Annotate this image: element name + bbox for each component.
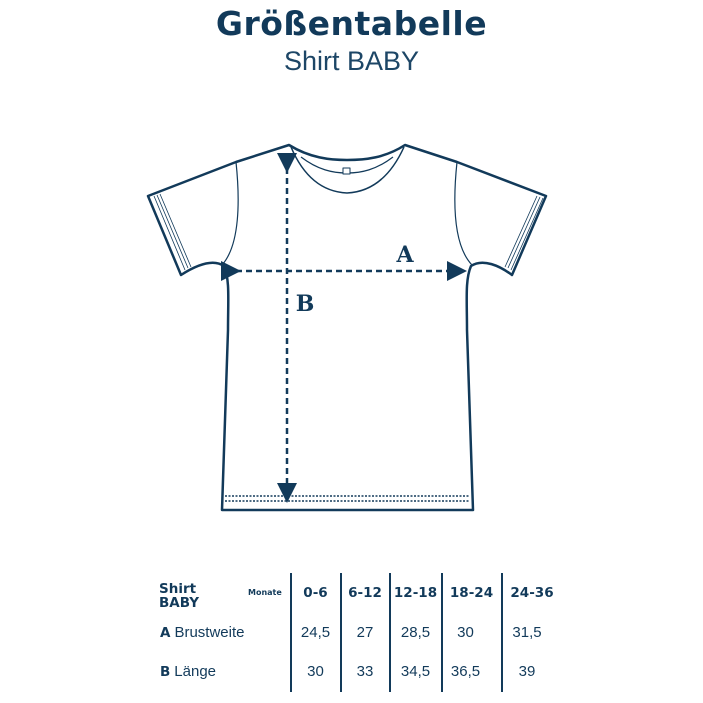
product-name: Shirt BABY	[159, 582, 199, 610]
neck-label	[342, 167, 351, 175]
label-b: B	[296, 291, 315, 317]
row-label-a: A Brustweite	[160, 624, 244, 641]
column-divider	[340, 573, 342, 692]
table-cell: 30	[307, 663, 324, 680]
table-cell: 24,5	[300, 624, 331, 641]
column-header: 0-6	[303, 585, 328, 601]
table-cell: 34,5	[400, 663, 431, 680]
months-label: Monate	[248, 588, 282, 597]
table-cell: 27	[356, 624, 374, 641]
row-label-b: B Länge	[160, 663, 216, 680]
table-cell: 36,5	[450, 663, 481, 680]
page-title: Größentabelle	[215, 4, 488, 43]
table-cell: 28,5	[400, 624, 431, 641]
left-sleeve-hem	[153, 193, 192, 271]
row-key: B	[160, 664, 171, 680]
table-cell: 39	[518, 663, 536, 680]
right-armhole-seam	[454, 161, 473, 266]
table-cell: 33	[356, 663, 374, 680]
label-a: A	[395, 242, 414, 268]
product-line2: BABY	[159, 595, 200, 611]
column-divider	[441, 573, 443, 692]
column-divider	[389, 573, 391, 692]
column-header: 12-18	[393, 585, 438, 601]
column-divider	[501, 573, 503, 692]
column-divider	[290, 573, 292, 692]
left-armhole-seam	[221, 161, 239, 266]
bottom-hem	[225, 495, 470, 502]
row-key: A	[160, 625, 171, 641]
row-name: Länge	[174, 663, 217, 680]
column-header: 24-36	[510, 585, 554, 601]
row-name: Brustweite	[174, 624, 245, 641]
page-subtitle: Shirt BABY	[283, 46, 420, 76]
column-header: 6-12	[348, 585, 382, 601]
table-cell: 31,5	[512, 624, 542, 641]
product-line1: Shirt	[159, 581, 197, 597]
table-cell: 30	[457, 624, 474, 641]
right-sleeve-hem	[504, 195, 544, 271]
collar-outer	[290, 146, 405, 194]
column-header: 18-24	[449, 585, 494, 601]
